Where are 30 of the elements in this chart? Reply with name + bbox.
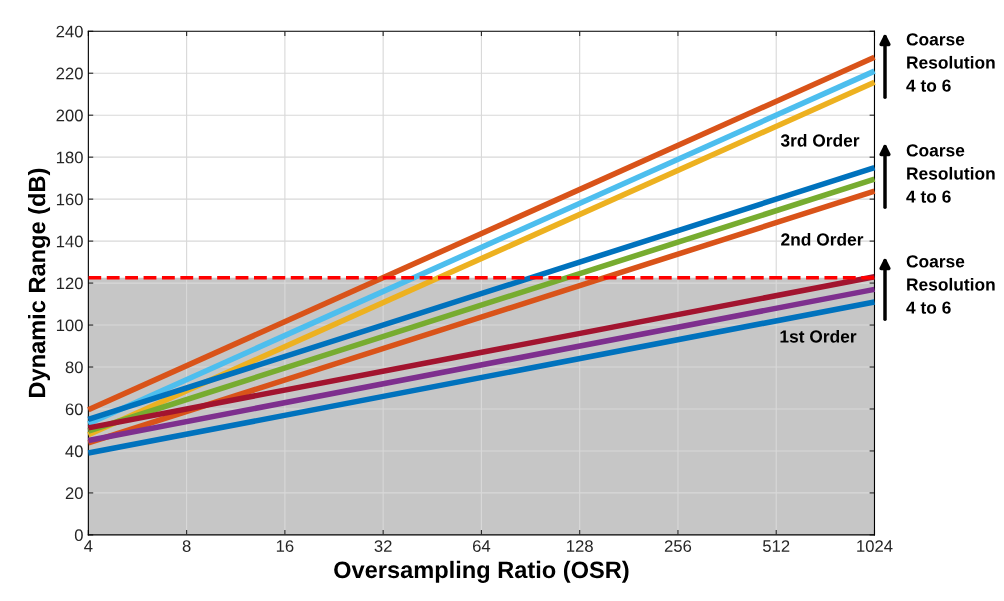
annotation: 1st Order bbox=[780, 329, 857, 343]
annotation: 2nd Order bbox=[781, 232, 864, 246]
y-tick-label: 200 bbox=[56, 109, 83, 122]
text: Coarse Resolution 4 to 6 bbox=[906, 144, 995, 203]
x-tick-label: 256 bbox=[664, 540, 692, 552]
y-tick-label: 240 bbox=[56, 25, 83, 38]
x-tick-label: 32 bbox=[374, 540, 392, 552]
y-tick-label: 80 bbox=[65, 361, 83, 374]
x-tick-label: 1024 bbox=[857, 540, 893, 552]
y-tick-label: 140 bbox=[56, 235, 83, 248]
y-axis-title: Dynamic Range (dB) bbox=[28, 168, 51, 397]
x-tick-label: 512 bbox=[762, 540, 790, 552]
y-tick-label: 160 bbox=[56, 193, 83, 206]
y-tick-label: 0 bbox=[74, 529, 83, 542]
x-tick-label: 4 bbox=[84, 540, 93, 552]
text: Coarse Resolution 4 to 6 bbox=[906, 33, 995, 92]
x-axis-title: Oversampling Ratio (OSR) bbox=[334, 560, 629, 583]
y-tick-label: 120 bbox=[56, 277, 83, 290]
x-tick-label: 8 bbox=[182, 540, 191, 552]
y-tick-label: 220 bbox=[56, 67, 83, 80]
annotation: 3rd Order bbox=[780, 133, 860, 147]
x-tick-label: 128 bbox=[567, 540, 593, 552]
x-tick-label: 64 bbox=[473, 540, 491, 552]
y-tick-label: 20 bbox=[65, 487, 83, 500]
text: Coarse Resolution 4 to 6 bbox=[906, 255, 995, 314]
y-tick-label: 100 bbox=[56, 319, 83, 332]
y-tick-label: 180 bbox=[56, 151, 83, 164]
x-tick-label: 16 bbox=[276, 540, 294, 552]
y-tick-label: 40 bbox=[65, 445, 83, 458]
y-tick-label: 60 bbox=[65, 403, 83, 416]
